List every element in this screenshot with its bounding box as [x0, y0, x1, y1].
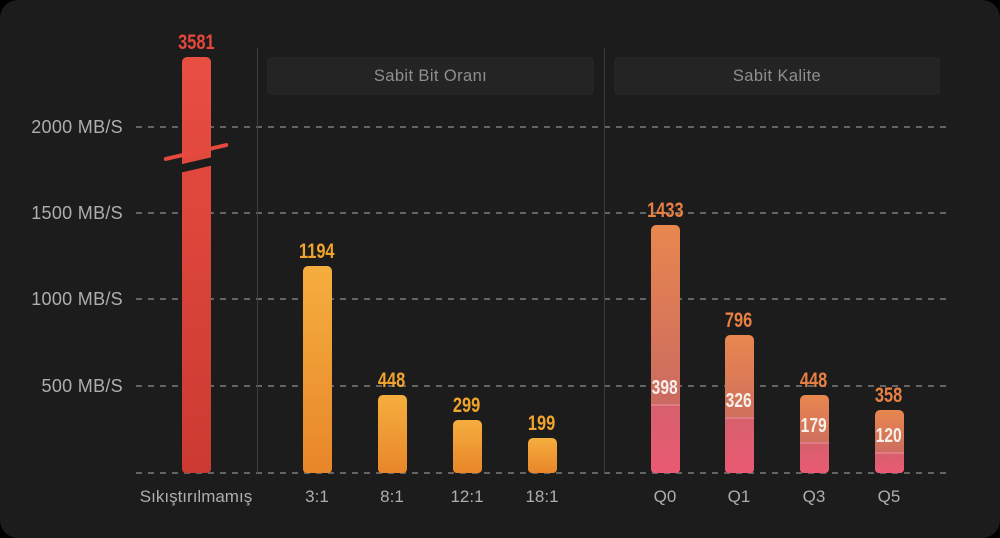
- bar: [724, 334, 754, 473]
- section-header-label: Sabit Bit Oranı: [373, 66, 488, 85]
- bar-sub-value-label: 120: [844, 425, 934, 447]
- bar-value-label: 1433: [620, 199, 710, 223]
- value-text: 796: [725, 308, 753, 332]
- value-text: 1433: [646, 198, 684, 222]
- x-tick-label: 12:1: [450, 487, 484, 506]
- y-tick-label: 1500 MB/S: [31, 203, 123, 224]
- bar-value-label: 448: [347, 369, 437, 393]
- bar: [377, 394, 407, 473]
- sub-value-text: 326: [725, 389, 753, 412]
- sub-value-text: 120: [875, 425, 903, 448]
- x-tick-label: Q3: [802, 487, 826, 506]
- bar-sub-segment: [724, 416, 754, 473]
- x-tick-label: Q5: [877, 487, 901, 506]
- value-text: 448: [378, 368, 406, 392]
- bar-value-label: 358: [844, 384, 934, 408]
- x-tick-label: Q1: [727, 487, 751, 506]
- value-text: 3581: [177, 31, 215, 54]
- x-tick-label: 8:1: [380, 487, 404, 506]
- x-tick-label: 3:1: [305, 487, 329, 506]
- gridline: [136, 212, 950, 215]
- y-tick-label: 1000 MB/S: [31, 289, 123, 310]
- bar: [527, 437, 557, 473]
- gridline: [136, 298, 950, 301]
- bar: [874, 410, 904, 473]
- bar-sub-segment: [799, 441, 829, 473]
- gridline: [136, 125, 950, 128]
- section-header-constant-bitrate: Sabit Bit Oranı: [267, 57, 594, 95]
- bar-sub-segment: [650, 403, 680, 473]
- bar-value-label: 796: [694, 309, 784, 333]
- y-tick-label: 500 MB/S: [41, 375, 123, 396]
- bar: [650, 224, 680, 473]
- bar: [302, 265, 332, 473]
- x-tick-label: 18:1: [525, 487, 559, 506]
- x-axis-baseline: [136, 472, 950, 474]
- section-header-label: Sabit Kalite: [732, 66, 822, 85]
- value-text: 358: [875, 384, 903, 408]
- bar-value-label: 199: [497, 412, 587, 436]
- group-separator: [604, 48, 605, 473]
- bar-value-label: 3581: [151, 31, 241, 55]
- bar-value-label: 299: [422, 394, 512, 418]
- bar: [181, 57, 211, 473]
- sub-value-text: 179: [800, 415, 828, 438]
- x-tick-label: Sıkıştırılmamış: [139, 487, 253, 506]
- section-header-constant-quality: Sabit Kalite: [614, 57, 940, 95]
- bar: [452, 420, 482, 473]
- x-tick-label: Q0: [653, 487, 677, 506]
- sub-value-text: 398: [651, 377, 679, 400]
- value-text: 1194: [299, 239, 335, 263]
- y-tick-label: 2000 MB/S: [31, 116, 123, 137]
- group-separator: [257, 48, 258, 473]
- bar-sub-value-label: 326: [694, 390, 784, 412]
- value-text: 448: [800, 368, 828, 392]
- value-text: 299: [453, 394, 481, 418]
- bar-sub-value-label: 398: [620, 377, 710, 399]
- bar-value-label: 1194: [272, 240, 362, 264]
- gridline: [136, 384, 950, 387]
- bar: [799, 394, 829, 473]
- bar-sub-value-label: 179: [769, 415, 859, 437]
- bar-value-label: 448: [769, 369, 859, 393]
- value-text: 199: [528, 411, 556, 435]
- bar-sub-segment: [874, 451, 904, 473]
